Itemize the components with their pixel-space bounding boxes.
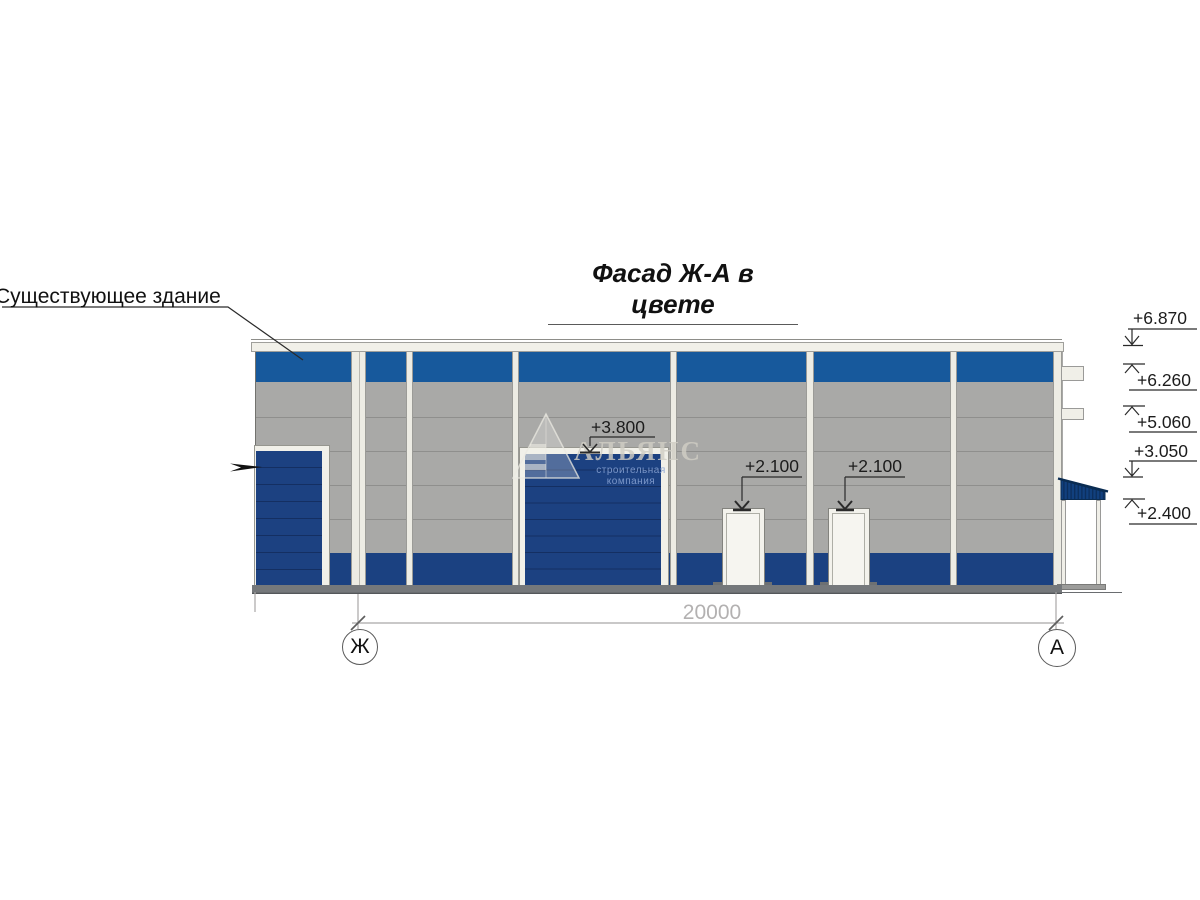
top-accent-band xyxy=(256,350,1061,382)
gate-top-level-label: +3.800 xyxy=(591,417,646,437)
wall-bracket-lower xyxy=(1061,408,1084,420)
level-mark-3050: +3.050 xyxy=(1134,441,1189,461)
corner-pilaster xyxy=(1053,350,1062,585)
entrance-platform xyxy=(1057,584,1106,590)
canopy-post-left xyxy=(1061,500,1066,585)
pilaster xyxy=(406,350,413,585)
watermark-pyramid-logo xyxy=(512,412,580,479)
watermark-name: АЛЬЯНС xyxy=(574,436,703,466)
level-mark-5060: +5.060 xyxy=(1137,412,1192,432)
wall-bracket-upper xyxy=(1061,366,1084,381)
level-mark-2400: +2.400 xyxy=(1137,503,1192,523)
gate-left-door xyxy=(256,451,322,586)
axis-marker-zh: Ж xyxy=(342,629,378,665)
door-right-level-label: +2.100 xyxy=(848,456,903,476)
level-mark-6260: +6.260 xyxy=(1137,370,1192,390)
drawing-title: Фасад Ж-А в цвете xyxy=(548,258,798,325)
axis-marker-a: А xyxy=(1038,629,1076,667)
pilaster xyxy=(950,350,957,585)
watermark-tagline: строительная компания xyxy=(596,465,666,487)
pilaster-axis-zh xyxy=(351,350,366,585)
door-right-leaf xyxy=(832,513,865,587)
entrance-canopy xyxy=(1057,477,1109,500)
overall-dimension: 20000 xyxy=(682,601,742,624)
pilaster xyxy=(670,350,677,585)
canopy-post-right xyxy=(1096,500,1101,585)
parapet-hairline xyxy=(251,339,1062,340)
gate-center-door xyxy=(525,454,661,586)
panel-joint xyxy=(256,417,1061,418)
pilaster xyxy=(806,350,814,585)
door-left-level-label: +2.100 xyxy=(745,456,800,476)
pilaster-joint xyxy=(359,350,360,585)
ground-line xyxy=(252,592,1122,593)
door-left-leaf xyxy=(726,513,760,587)
parapet-cornice xyxy=(251,342,1064,352)
level-mark-6870: +6.870 xyxy=(1133,308,1188,328)
existing-building-label: Существующее здание xyxy=(0,285,221,308)
